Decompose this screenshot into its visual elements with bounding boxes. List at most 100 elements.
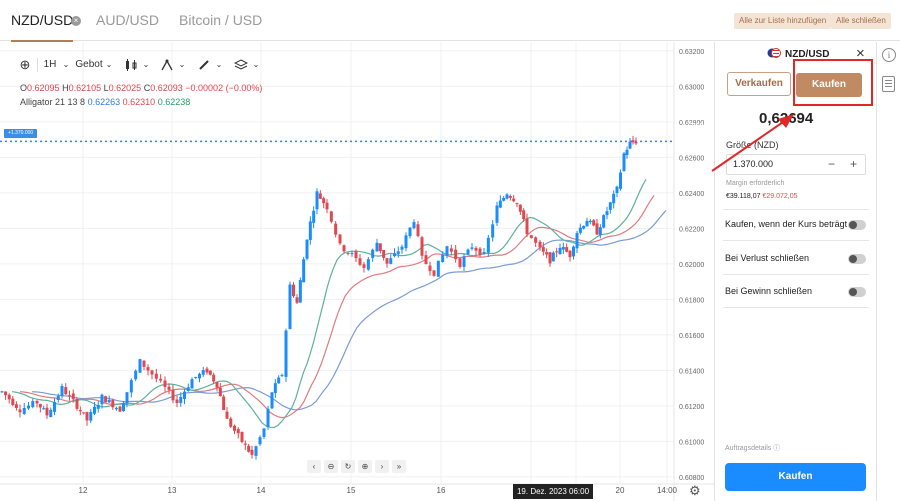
candle-body (582, 225, 586, 229)
candle-body (111, 399, 115, 408)
candle-body (247, 445, 251, 452)
candle-body (146, 367, 150, 371)
layers-icon[interactable] (232, 54, 250, 76)
candle-body (545, 252, 549, 255)
submit-buy-button[interactable]: Kaufen (725, 463, 866, 491)
close-tab-icon[interactable]: × (71, 16, 81, 26)
candle-body (277, 377, 281, 384)
candle-body (100, 394, 104, 405)
candle-body (551, 252, 555, 262)
price-type-select[interactable]: Gebot (75, 59, 103, 70)
candle-body (298, 280, 302, 303)
close-icon[interactable]: × (856, 45, 865, 62)
candle-body (68, 395, 71, 397)
alligator-lips-line (11, 179, 647, 429)
chart-canvas[interactable]: 0.63200 0.63000 0.62800 0.62600 0.62400 0.622… (0, 42, 714, 501)
open-value: 0.62095 (27, 83, 60, 93)
candle-body (305, 239, 309, 259)
high-value: 0.62105 (68, 83, 102, 93)
add-all-to-list-button[interactable]: Alle zur Liste hinzufügen (734, 13, 832, 29)
candle-body (4, 391, 8, 396)
pencil-icon[interactable] (195, 54, 213, 76)
candle-body (175, 399, 179, 404)
nzd-usd-flag-icon (767, 48, 781, 58)
candle-body (14, 404, 18, 409)
price-chart[interactable]: 0.63200 0.63000 0.62800 0.62600 0.62400 0.622… (0, 42, 714, 501)
size-input[interactable]: 1.370.000 − + (726, 154, 866, 175)
candle-body (215, 382, 219, 388)
sell-button[interactable]: Verkaufen (727, 72, 791, 96)
size-value[interactable]: 1.370.000 (733, 159, 774, 169)
candle-body (482, 252, 486, 254)
candle-body (60, 386, 64, 397)
candle-body (346, 253, 350, 255)
highlight-box (793, 59, 873, 106)
chevron-down-icon[interactable]: ⌄ (252, 60, 260, 69)
candle-body (295, 297, 299, 303)
alligator-jaw-line (31, 210, 667, 411)
candle-body (478, 248, 482, 256)
candle-body (470, 247, 474, 249)
x-tick-label: 15 (347, 486, 356, 495)
candle-body (495, 205, 499, 223)
candle-body (85, 412, 89, 421)
candle-body (35, 400, 39, 404)
tab-aud-usd[interactable]: AUD/USD (96, 0, 159, 41)
candle-body (486, 237, 490, 253)
buy-button[interactable]: Kaufen (796, 73, 862, 97)
chart-settings-icon[interactable]: ⚙ (689, 483, 701, 498)
candle-body (428, 265, 432, 272)
candle-body (18, 409, 22, 413)
candle-body (254, 446, 258, 456)
y-tick-label: 0.61600 (679, 333, 704, 340)
add-indicator-icon[interactable]: ⊕ (19, 57, 31, 72)
chevron-down-icon[interactable]: ⌄ (105, 60, 113, 69)
info-icon[interactable]: i (882, 48, 896, 62)
candle-body (634, 141, 638, 144)
candle-body (449, 248, 453, 252)
divider (723, 209, 869, 210)
candle-body (118, 406, 122, 412)
candle-body (7, 394, 11, 400)
y-tick-label: 0.60800 (679, 475, 704, 482)
decrement-button[interactable]: − (828, 157, 836, 171)
close-all-button[interactable]: Alle schließen (831, 13, 891, 29)
chevron-down-icon[interactable]: ⌄ (142, 60, 150, 69)
scroll-right-icon[interactable]: › (375, 460, 389, 473)
reset-icon[interactable]: ↻ (341, 460, 355, 473)
candle-body (385, 258, 389, 264)
timeframe-select[interactable]: 1H (43, 59, 57, 70)
take-profit-toggle[interactable] (848, 287, 866, 297)
close-value: 0.62093 (150, 83, 183, 93)
chevron-down-icon[interactable]: ⌄ (62, 60, 70, 69)
y-tick-label: 0.61400 (679, 368, 704, 375)
limit-order-toggle[interactable] (848, 220, 866, 230)
chevron-down-icon[interactable]: ⌄ (178, 60, 186, 69)
margin-values: €39.118,07 €29.072,05 (726, 193, 798, 200)
candle-body (575, 233, 579, 249)
scroll-to-end-icon[interactable]: » (392, 460, 406, 473)
chart-type-icon[interactable] (122, 54, 140, 76)
y-tick-label: 0.62400 (679, 191, 704, 198)
position-quantity-tag[interactable]: +1.370.000 (4, 129, 38, 138)
increment-button[interactable]: + (850, 157, 858, 171)
drawing-tools-icon[interactable] (158, 54, 176, 76)
scroll-left-icon[interactable]: ‹ (307, 460, 321, 473)
candle-body (53, 402, 56, 412)
document-icon[interactable] (882, 76, 895, 92)
chevron-down-icon[interactable]: ⌄ (215, 60, 223, 69)
x-tick-label: 13 (168, 486, 177, 495)
tab-bitcoin-usd[interactable]: Bitcoin / USD (179, 0, 262, 41)
stop-loss-toggle[interactable] (848, 254, 866, 264)
zoom-in-icon[interactable]: ⊕ (358, 460, 372, 473)
candle-body (338, 234, 342, 244)
candle-body (229, 418, 233, 427)
candle-body (400, 246, 404, 250)
zoom-out-icon[interactable]: ⊖ (324, 460, 338, 473)
instrument-tab-bar: NZD/USD × AUD/USD Bitcoin / USD Alle zur… (0, 0, 900, 42)
tab-nzd-usd[interactable]: NZD/USD (11, 0, 74, 42)
order-details-link[interactable]: Auftragsdetails ⓘ (725, 443, 780, 453)
candle-body (240, 431, 244, 442)
candle-body (408, 227, 412, 237)
candle-body (171, 390, 175, 401)
